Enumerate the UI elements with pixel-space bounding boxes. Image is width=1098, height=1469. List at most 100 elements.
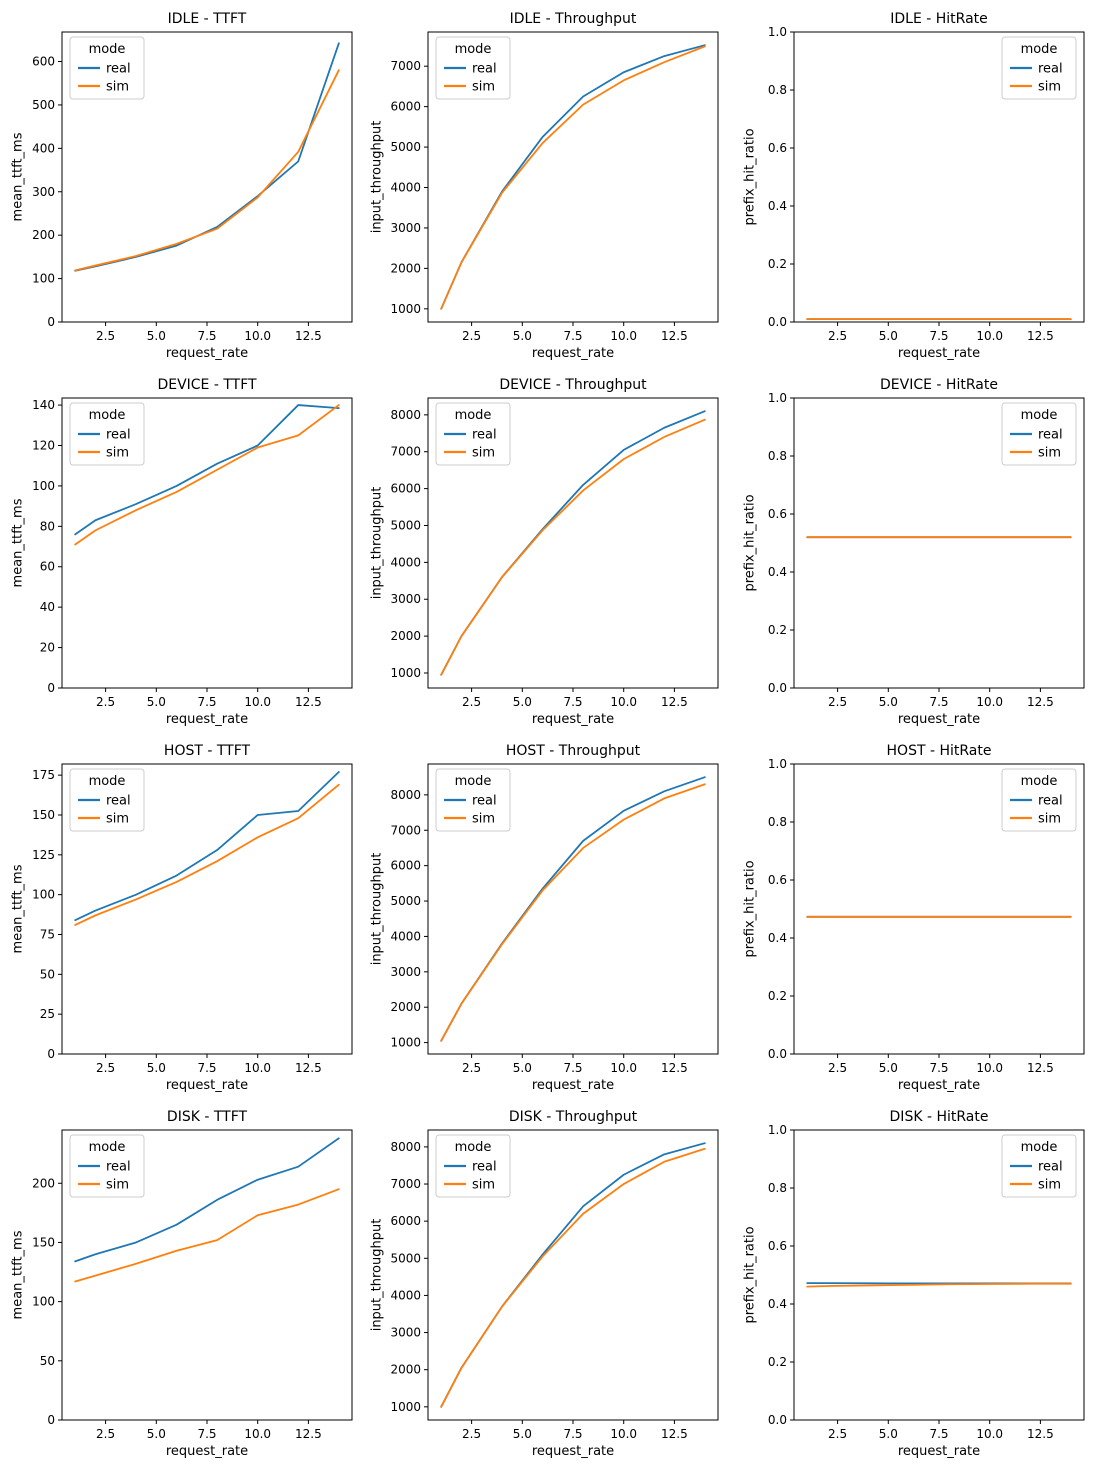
legend-label-sim: sim	[472, 446, 495, 461]
y-tick-label: 7000	[390, 445, 421, 459]
y-tick-label: 500	[32, 98, 55, 112]
legend-label-real: real	[106, 428, 131, 443]
x-tick-label: 7.5	[929, 695, 948, 709]
legend-label-real: real	[1038, 1160, 1063, 1175]
x-tick-label: 2.5	[828, 1061, 847, 1075]
legend-label-sim: sim	[1038, 812, 1061, 827]
y-axis-label: mean_ttft_ms	[10, 1230, 25, 1319]
legend-label-sim: sim	[1038, 1178, 1061, 1193]
legend-title: mode	[89, 774, 126, 789]
legend-label-real: real	[472, 62, 497, 77]
legend-title: mode	[89, 1140, 126, 1155]
chart-title: DISK - HitRate	[890, 1109, 989, 1125]
y-tick-label: 0.0	[768, 315, 787, 329]
y-tick-label: 0.0	[768, 681, 787, 695]
chart-title: HOST - Throughput	[506, 743, 641, 759]
y-tick-label: 6000	[390, 1214, 421, 1228]
y-axis-label: prefix_hit_ratio	[742, 1226, 757, 1323]
y-tick-label: 5000	[390, 140, 421, 154]
x-axis-label: request_rate	[532, 1444, 614, 1459]
y-tick-label: 7000	[390, 823, 421, 837]
y-tick-label: 4000	[390, 181, 421, 195]
chart-title: DEVICE - HitRate	[880, 377, 998, 393]
x-tick-label: 10.0	[610, 329, 637, 343]
y-tick-label: 3000	[390, 592, 421, 606]
x-tick-label: 10.0	[976, 695, 1003, 709]
y-tick-label: 0.4	[768, 565, 787, 579]
y-tick-label: 3000	[390, 221, 421, 235]
x-tick-label: 12.5	[661, 695, 688, 709]
y-tick-label: 0	[47, 1413, 55, 1427]
y-axis-label: mean_ttft_ms	[10, 132, 25, 221]
x-tick-label: 5.0	[879, 695, 898, 709]
legend-label-sim: sim	[106, 1178, 129, 1193]
y-tick-label: 125	[32, 848, 55, 862]
y-tick-label: 0.8	[768, 1181, 787, 1195]
y-tick-label: 0	[47, 315, 55, 329]
chart-title: IDLE - Throughput	[510, 11, 637, 27]
legend-title: mode	[455, 408, 492, 423]
legend-title: mode	[89, 408, 126, 423]
chart-title: IDLE - HitRate	[890, 11, 988, 27]
x-tick-label: 5.0	[513, 329, 532, 343]
x-tick-label: 2.5	[462, 695, 481, 709]
x-tick-label: 2.5	[828, 1427, 847, 1441]
x-tick-label: 5.0	[513, 1061, 532, 1075]
chart-title: DEVICE - Throughput	[499, 377, 647, 393]
x-axis-label: request_rate	[898, 346, 980, 361]
y-tick-label: 0.6	[768, 873, 787, 887]
y-tick-label: 4000	[390, 929, 421, 943]
x-tick-label: 10.0	[244, 329, 271, 343]
y-tick-label: 100	[32, 272, 55, 286]
y-tick-label: 0.4	[768, 199, 787, 213]
y-tick-label: 8000	[390, 1140, 421, 1154]
x-tick-label: 5.0	[879, 1427, 898, 1441]
y-tick-label: 1.0	[768, 391, 787, 405]
y-tick-label: 75	[40, 927, 55, 941]
x-tick-label: 10.0	[976, 329, 1003, 343]
chart-title: DISK - Throughput	[509, 1109, 638, 1125]
x-tick-label: 7.5	[563, 1061, 582, 1075]
y-tick-label: 600	[32, 55, 55, 69]
x-tick-label: 12.5	[295, 1427, 322, 1441]
x-tick-label: 7.5	[929, 1427, 948, 1441]
legend-label-sim: sim	[1038, 446, 1061, 461]
x-tick-label: 12.5	[295, 695, 322, 709]
x-axis-label: request_rate	[166, 712, 248, 727]
y-tick-label: 1000	[390, 1400, 421, 1414]
y-axis-label: input_throughput	[369, 1219, 384, 1332]
y-tick-label: 200	[32, 1176, 55, 1190]
x-tick-label: 2.5	[462, 329, 481, 343]
x-axis-label: request_rate	[166, 346, 248, 361]
y-axis-label: prefix_hit_ratio	[742, 494, 757, 591]
x-tick-label: 5.0	[147, 1427, 166, 1441]
y-axis-label: input_throughput	[369, 121, 384, 234]
y-tick-label: 0.0	[768, 1047, 787, 1061]
y-tick-label: 7000	[390, 1177, 421, 1191]
legend-label-real: real	[1038, 62, 1063, 77]
y-tick-label: 0.2	[768, 1355, 787, 1369]
y-tick-label: 25	[40, 1007, 55, 1021]
x-tick-label: 7.5	[197, 1427, 216, 1441]
series-line-sim	[75, 70, 339, 270]
y-tick-label: 1.0	[768, 25, 787, 39]
x-tick-label: 2.5	[828, 329, 847, 343]
x-tick-label: 10.0	[976, 1061, 1003, 1075]
x-axis-label: request_rate	[532, 1078, 614, 1093]
y-tick-label: 400	[32, 141, 55, 155]
